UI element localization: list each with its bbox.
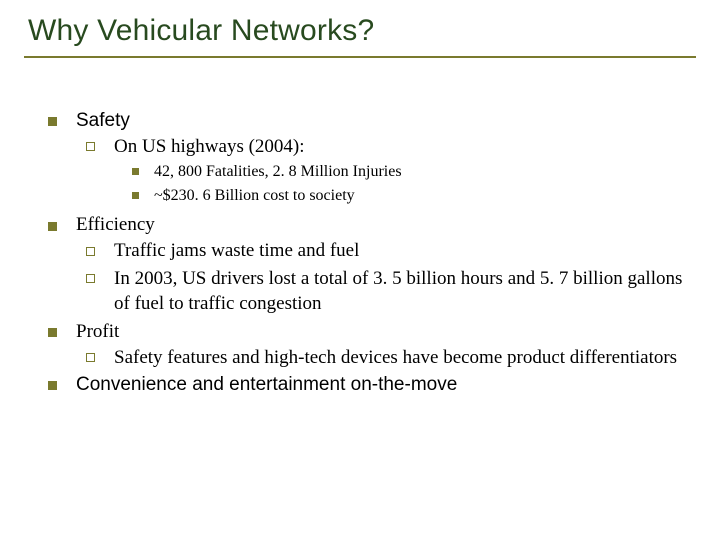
slide-title: Why Vehicular Networks? <box>24 14 696 56</box>
list-item: On US highways (2004): 42, 800 Fatalitie… <box>76 134 696 207</box>
item-label: On US highways (2004): <box>114 136 305 157</box>
list-item: 42, 800 Fatalities, 2. 8 Million Injurie… <box>114 161 696 183</box>
list-item: Efficiency Traffic jams waste time and f… <box>44 212 696 317</box>
item-label: Profit <box>76 321 119 342</box>
item-label: Convenience and entertainment on-the-mov… <box>76 374 457 395</box>
slide-content: Safety On US highways (2004): 42, 800 Fa… <box>24 58 696 398</box>
item-label: 42, 800 Fatalities, 2. 8 Million Injurie… <box>154 163 402 180</box>
list-item: Convenience and entertainment on-the-mov… <box>44 372 696 398</box>
list-item: Safety features and high-tech devices ha… <box>76 345 696 371</box>
bullet-list-level1: Safety On US highways (2004): 42, 800 Fa… <box>44 108 696 398</box>
list-item: Safety On US highways (2004): 42, 800 Fa… <box>44 108 696 206</box>
bullet-list-level2: On US highways (2004): 42, 800 Fatalitie… <box>76 134 696 207</box>
item-label: Traffic jams waste time and fuel <box>114 240 359 261</box>
slide: Why Vehicular Networks? Safety On US hig… <box>0 0 720 540</box>
list-item: In 2003, US drivers lost a total of 3. 5… <box>76 266 696 317</box>
item-label: In 2003, US drivers lost a total of 3. 5… <box>114 268 682 315</box>
list-item: ~$230. 6 Billion cost to society <box>114 185 696 207</box>
bullet-list-level2: Traffic jams waste time and fuel In 2003… <box>76 238 696 317</box>
bullet-list-level2: Safety features and high-tech devices ha… <box>76 345 696 371</box>
list-item: Profit Safety features and high-tech dev… <box>44 319 696 370</box>
item-label: ~$230. 6 Billion cost to society <box>154 187 355 204</box>
item-label: Safety <box>76 110 130 131</box>
bullet-list-level3: 42, 800 Fatalities, 2. 8 Million Injurie… <box>114 161 696 206</box>
item-label: Safety features and high-tech devices ha… <box>114 347 677 368</box>
item-label: Efficiency <box>76 214 155 235</box>
list-item: Traffic jams waste time and fuel <box>76 238 696 264</box>
